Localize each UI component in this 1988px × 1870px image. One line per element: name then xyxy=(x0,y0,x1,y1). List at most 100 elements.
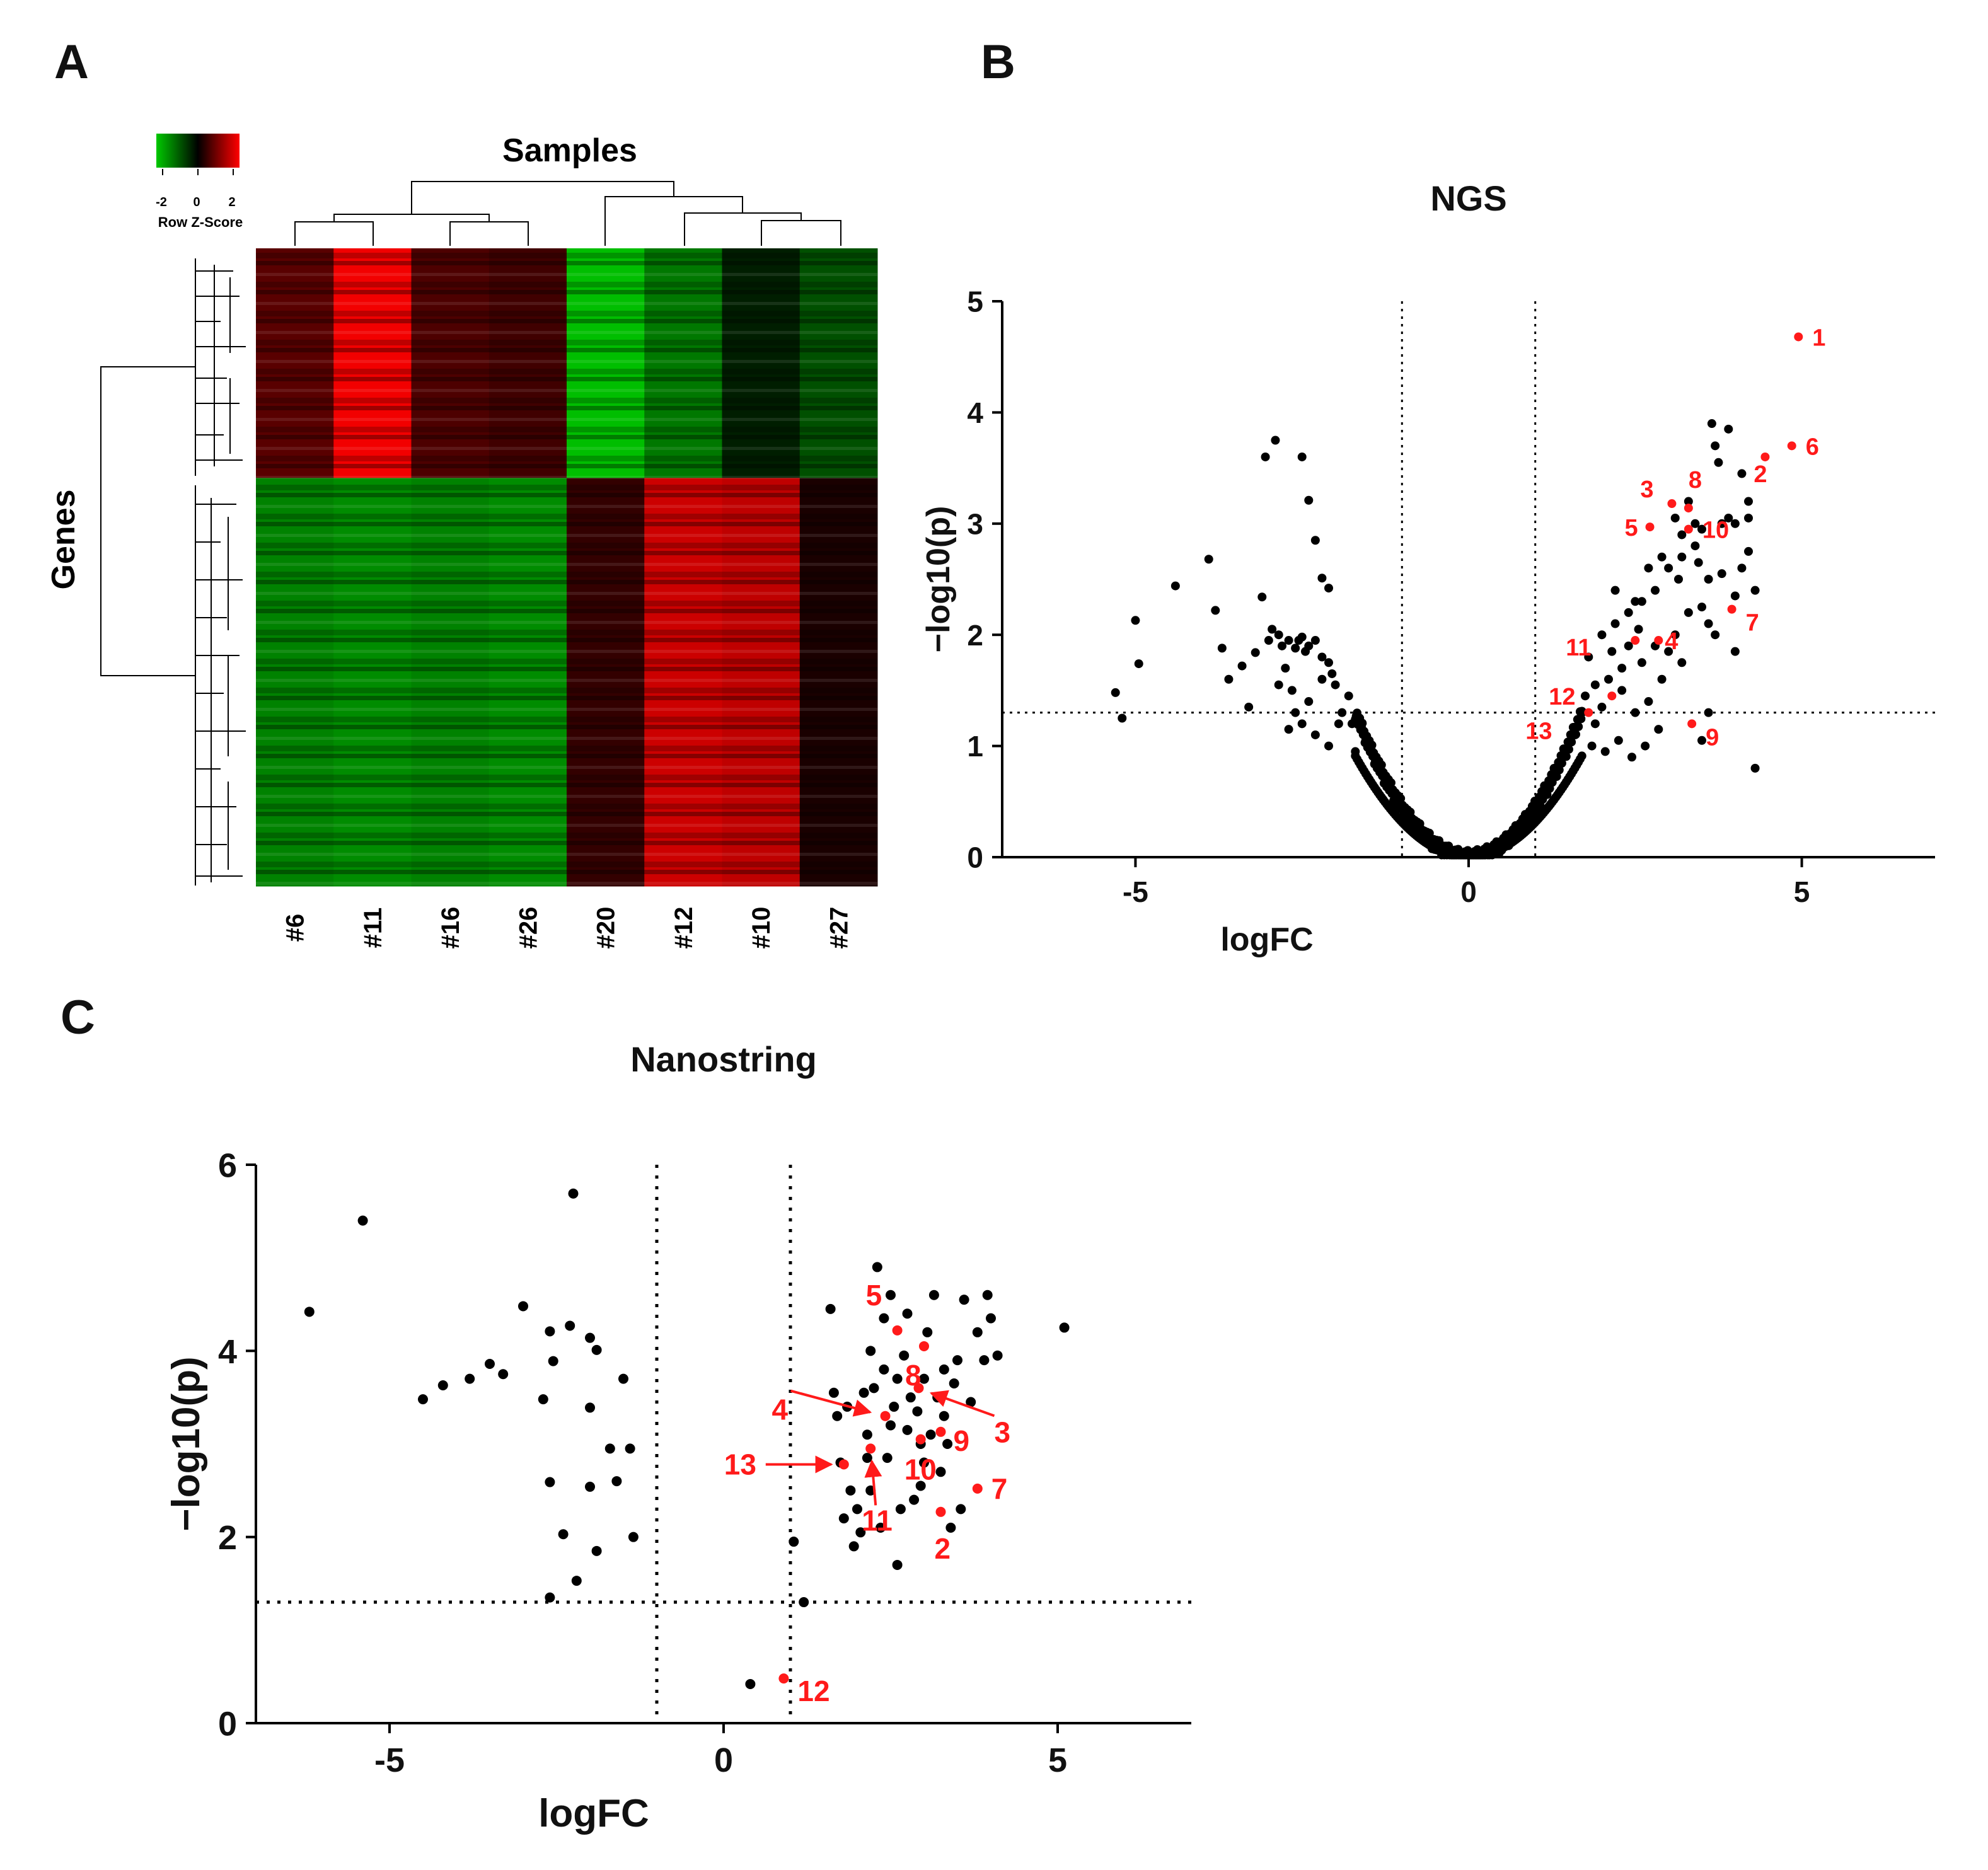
highlight-label: 10 xyxy=(1702,517,1729,544)
y-axis-label: −log10(p) xyxy=(165,1356,208,1531)
data-point xyxy=(949,1378,959,1389)
data-point xyxy=(585,1332,595,1343)
data-point xyxy=(912,1406,923,1417)
highlight-label: 3 xyxy=(995,1416,1011,1448)
highlight-point xyxy=(919,1341,929,1351)
data-point xyxy=(1730,647,1740,656)
plot-title: NGS xyxy=(1430,178,1506,218)
data-point xyxy=(919,1373,929,1384)
highlight-label: 10 xyxy=(904,1453,937,1486)
highlight-point xyxy=(1727,604,1737,614)
highlight-point xyxy=(935,1426,946,1437)
x-tick-label: 5 xyxy=(1794,875,1810,908)
data-point xyxy=(628,1532,639,1542)
data-point xyxy=(1664,647,1673,656)
data-point xyxy=(745,1678,756,1689)
highlight-label: 7 xyxy=(1746,610,1759,637)
data-point xyxy=(1358,719,1367,728)
data-point xyxy=(942,1439,953,1449)
highlight-label: 13 xyxy=(1525,719,1552,745)
highlight-point xyxy=(913,1383,924,1394)
heatmap-genes-label: Genes xyxy=(45,490,82,590)
data-point xyxy=(952,1355,962,1366)
data-point xyxy=(1367,741,1377,750)
data-point xyxy=(1581,691,1590,701)
data-point xyxy=(838,1513,849,1524)
data-point xyxy=(1224,674,1234,684)
data-point xyxy=(892,1559,903,1570)
data-point xyxy=(1670,513,1680,522)
data-point xyxy=(889,1401,899,1412)
data-point xyxy=(959,1295,969,1305)
data-point xyxy=(828,1387,839,1398)
heatmap-column-label: #10 xyxy=(748,907,775,949)
data-point xyxy=(1131,616,1140,625)
x-tick-label: 0 xyxy=(714,1741,733,1779)
data-point xyxy=(1118,713,1127,723)
data-point xyxy=(1744,546,1753,556)
data-point xyxy=(892,1373,903,1384)
highlight-point xyxy=(1684,524,1693,534)
panel-label-c: C xyxy=(61,991,95,1044)
data-point xyxy=(571,1576,582,1586)
data-point xyxy=(1744,497,1753,506)
data-point xyxy=(1600,747,1610,756)
data-point xyxy=(1268,625,1277,634)
highlight-arrow xyxy=(790,1389,872,1417)
heatmap-column-label: #26 xyxy=(514,907,542,949)
highlight-point xyxy=(838,1459,849,1470)
highlight-label: 4 xyxy=(1665,628,1678,655)
data-point xyxy=(1704,619,1713,628)
data-point xyxy=(1714,458,1723,467)
data-point xyxy=(895,1504,906,1515)
data-point xyxy=(1610,586,1620,595)
data-point xyxy=(1574,722,1583,731)
colorkey-tick-high: 2 xyxy=(228,195,235,209)
row-dendrogram xyxy=(100,258,246,886)
data-point xyxy=(585,1481,595,1492)
data-point xyxy=(1604,674,1613,684)
data-point xyxy=(882,1453,893,1463)
data-point xyxy=(1331,680,1340,690)
highlight-label: 7 xyxy=(991,1472,1008,1505)
data-point xyxy=(1348,719,1356,729)
data-point xyxy=(1644,697,1653,707)
highlight-point xyxy=(1684,504,1693,513)
data-point xyxy=(1291,644,1300,653)
data-point xyxy=(855,1527,866,1538)
data-point xyxy=(1707,419,1716,429)
y-tick-label: 5 xyxy=(967,286,983,318)
highlight-label: 5 xyxy=(866,1279,882,1312)
data-point xyxy=(1677,530,1687,540)
data-point xyxy=(886,1290,896,1300)
highlight-point xyxy=(1760,452,1770,461)
data-point xyxy=(357,1215,368,1226)
data-point xyxy=(1204,555,1213,564)
data-point xyxy=(1310,730,1320,739)
data-point xyxy=(1590,680,1600,690)
x-axis-label: logFC xyxy=(538,1792,649,1835)
y-tick-label: 1 xyxy=(967,730,983,763)
data-point xyxy=(1281,664,1290,673)
highlight-label: 9 xyxy=(954,1424,970,1457)
heatmap-column-label: #11 xyxy=(359,908,387,949)
data-point xyxy=(1251,648,1260,657)
colorkey-tick-low: -2 xyxy=(156,195,167,209)
data-point xyxy=(886,1420,896,1431)
data-point xyxy=(922,1327,933,1337)
data-point xyxy=(538,1394,548,1405)
data-point xyxy=(1677,658,1687,667)
data-point xyxy=(1310,536,1320,545)
data-point xyxy=(902,1424,913,1435)
x-tick-label: 0 xyxy=(1460,875,1477,908)
data-point xyxy=(966,1397,976,1407)
data-point xyxy=(1627,753,1636,762)
data-point xyxy=(876,1522,886,1533)
data-point xyxy=(939,1364,949,1375)
data-point xyxy=(591,1545,602,1556)
data-point xyxy=(1670,630,1680,640)
data-point xyxy=(1297,632,1307,642)
